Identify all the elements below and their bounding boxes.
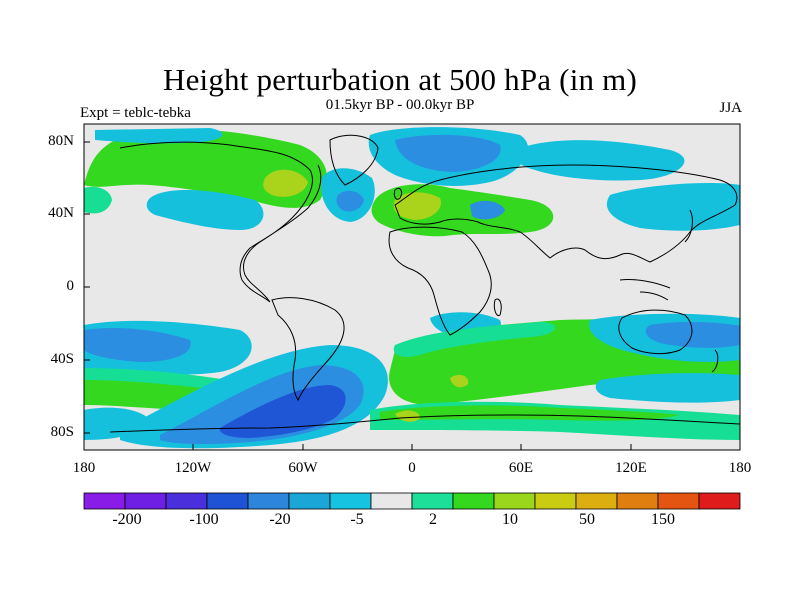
coast-antarctica bbox=[109, 414, 740, 433]
colorbar-label: 150 bbox=[651, 511, 675, 528]
colorbar-swatch bbox=[165, 492, 208, 510]
colorbar-swatch bbox=[329, 492, 372, 510]
coast-africa bbox=[388, 226, 492, 336]
y-tick-label: 80S bbox=[50, 424, 74, 440]
y-tick-label: 0 bbox=[66, 278, 75, 294]
contour-field bbox=[84, 124, 740, 450]
midblue-indian-east bbox=[645, 322, 740, 348]
y-tick-label: 40N bbox=[48, 205, 74, 221]
colorbar-swatch bbox=[411, 492, 454, 510]
colorbar-swatch bbox=[124, 492, 167, 510]
colorbar-swatch bbox=[616, 492, 659, 510]
midblue-south-pacific-west bbox=[84, 328, 191, 362]
teal-band bbox=[84, 368, 240, 392]
blue-northeast-pacific bbox=[146, 189, 264, 230]
blue-east-asia bbox=[606, 183, 740, 231]
coast-greenland bbox=[329, 134, 379, 186]
x-tick-label: 180 bbox=[72, 460, 96, 476]
coast-uk bbox=[393, 187, 403, 200]
colorbar-label: -100 bbox=[189, 511, 219, 528]
coast-indonesia bbox=[619, 279, 671, 301]
axis-ticks bbox=[83, 141, 741, 450]
blue-south-pacific-east bbox=[595, 373, 740, 403]
coastlines bbox=[109, 134, 740, 433]
coast-japan bbox=[684, 209, 693, 243]
colorbar-swatch bbox=[493, 492, 536, 510]
yellow-green-antarctic bbox=[395, 410, 420, 422]
x-tick-label: 120E bbox=[615, 460, 647, 476]
coast-australia bbox=[618, 309, 693, 355]
yellow-green-canada bbox=[263, 169, 308, 197]
x-tick-label: 120W bbox=[174, 460, 212, 476]
blue-asia-small bbox=[470, 200, 505, 220]
x-tick-label: 180 bbox=[728, 460, 752, 476]
midblue-arctic bbox=[395, 134, 501, 172]
blue-siberia bbox=[515, 140, 685, 181]
colorbar-swatch bbox=[370, 492, 413, 510]
x-tick-label: 0 bbox=[408, 460, 416, 476]
colorbar-swatch bbox=[698, 492, 741, 510]
coast-madagascar bbox=[493, 298, 502, 317]
coast-eurasia bbox=[394, 164, 738, 263]
y-tick-label: 80N bbox=[48, 133, 74, 149]
season-label: JJA bbox=[719, 100, 742, 116]
midblue-atlantic bbox=[336, 190, 364, 212]
blue-antarctic-west bbox=[84, 407, 150, 440]
coast-south-america bbox=[271, 297, 345, 402]
colorbar-swatch bbox=[575, 492, 618, 510]
x-tick-label: 60E bbox=[508, 460, 534, 476]
y-tick-label: 40S bbox=[50, 351, 74, 367]
green-asia-fringe bbox=[84, 186, 112, 214]
colorbar-swatch bbox=[657, 492, 700, 510]
yellow-green-mediterranean bbox=[393, 192, 441, 220]
colorbar-label: -5 bbox=[350, 511, 364, 528]
colorbar-label: 10 bbox=[502, 511, 518, 528]
experiment-label: Expt = teblc-tebka bbox=[80, 105, 191, 121]
colorbar-swatch bbox=[288, 492, 331, 510]
colorbar-label: 2 bbox=[429, 511, 437, 528]
yellow-green-south-atlantic bbox=[450, 374, 469, 388]
darkblue-southeast-pacific bbox=[219, 385, 346, 438]
colorbar-label: -20 bbox=[269, 511, 291, 528]
colorbar-label: 50 bbox=[579, 511, 595, 528]
colorbar-swatch bbox=[83, 492, 126, 510]
coast-new-zealand bbox=[711, 349, 719, 373]
colorbar-swatch bbox=[247, 492, 290, 510]
colorbar-swatch bbox=[206, 492, 249, 510]
x-tick-label: 60W bbox=[288, 460, 318, 476]
colorbar bbox=[83, 492, 741, 510]
plot-subtitle: 01.5kyr BP - 00.0kyr BP bbox=[325, 97, 475, 113]
colorbar-swatch bbox=[534, 492, 577, 510]
teal-south-atlantic bbox=[393, 322, 555, 357]
blue-canada-north bbox=[95, 128, 223, 144]
colorbar-swatch bbox=[452, 492, 495, 510]
colorbar-label: -200 bbox=[112, 511, 142, 528]
plot-title: Height perturbation at 500 hPa (in m) bbox=[162, 62, 638, 97]
coast-north-america bbox=[119, 141, 322, 303]
